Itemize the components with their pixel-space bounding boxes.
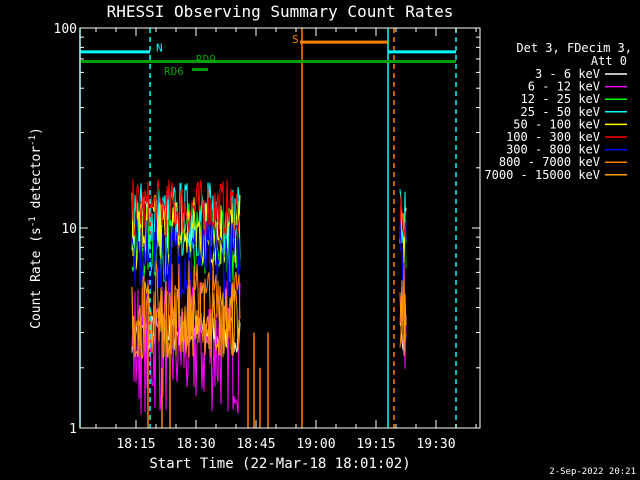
y-tick-label: 10 [61,222,77,237]
series-line-2-seg-0 [131,202,241,283]
legend-entry-label: 25 - 50 keV [521,105,600,119]
y-tick-label: 1 [69,422,77,437]
series-line-8-seg-1 [399,280,407,356]
flag-label: RD6 [164,65,184,78]
x-axis-label: Start Time (22-Mar-18 18:01:02) [149,456,410,472]
legend-entry-label: 100 - 300 keV [506,130,600,144]
legend-header-line: Det 3, FDecim 3, [516,41,632,55]
date-stamp: 2-Sep-2022 20:21 [549,467,636,477]
x-tick-label: 18:30 [176,437,215,452]
x-tick-label: 18:45 [236,437,275,452]
y-axis-label: Count Rate (s-1 detector-1) [28,127,44,329]
legend-header-line: Att 0 [591,54,627,68]
x-tick-label: 19:15 [356,437,395,452]
legend-entry-label: 3 - 6 keV [535,67,600,81]
x-tick-label: 19:00 [296,437,335,452]
series-line-5-seg-1 [399,194,407,239]
flag-label: S [292,33,299,46]
flag-label: RD9 [196,53,216,66]
legend-entry-label: 6 - 12 keV [528,80,600,94]
legend-entry-label: 50 - 100 keV [513,117,600,131]
legend-entry-label: 12 - 25 keV [521,92,600,106]
y-axis-label-part: ) [29,127,44,135]
y-axis-label-sup: -1 [28,216,38,227]
y-axis-label-sup: -1 [28,135,38,146]
y-axis-label-part: Count Rate (s [29,227,44,329]
legend-entry-label: 800 - 7000 keV [499,155,600,169]
flag-label: N [156,41,163,54]
axes: 1 10 100 18:15 18:30 18:45 19:00 19:15 19:30 [54,22,481,452]
y-tick-label: 100 [54,22,77,37]
series-line-8-seg-0 [131,280,241,359]
x-tick-label: 19:30 [416,437,455,452]
plot-area: N RD9 RD6 S [79,28,457,428]
y-axis-label-part: detector [29,146,44,217]
x-tick-label: 18:15 [116,437,155,452]
chart-title: RHESSI Observing Summary Count Rates [107,2,454,21]
legend-entry-label: 7000 - 15000 keV [484,168,600,182]
legend-entry-label: 300 - 800 keV [506,143,600,157]
